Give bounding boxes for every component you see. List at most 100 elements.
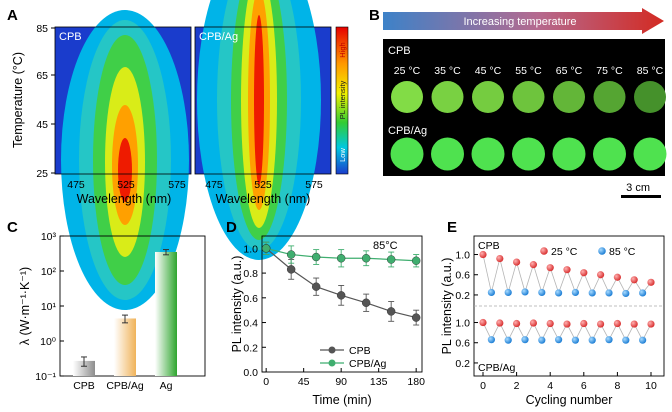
ytick-label: 0.2 [455, 290, 470, 302]
cpb-ag-spot [390, 137, 424, 171]
temp-label: 25 °C [394, 65, 421, 77]
ytick-label: 10⁰ [40, 336, 57, 348]
ytick-label: 0.6 [455, 270, 470, 282]
data-point [361, 298, 371, 307]
point-85c [521, 336, 529, 344]
point-85c [487, 336, 495, 344]
point-85c [639, 289, 647, 297]
panel-label-a: A [7, 7, 18, 24]
point-25c [647, 278, 655, 286]
panel-c-ylabel: λ (W·m⁻¹·K⁻¹) [18, 267, 32, 345]
ytick-label: 1.0 [455, 318, 470, 330]
temp-label: 55 °C [515, 65, 542, 77]
cpb-spot [553, 81, 585, 113]
point-25c [563, 320, 571, 328]
legend-marker [328, 359, 336, 367]
cpb-ag-spot [512, 137, 545, 171]
xtick-label: 90 [335, 376, 347, 388]
data-point [311, 282, 321, 291]
arrow-text: Increasing temperature [463, 16, 576, 28]
row-label-cpb-ag: CPB/Ag [388, 125, 427, 137]
panel-a-xticks: 475 525 575 475 525 575 [67, 179, 323, 191]
xtick-label: CPB [73, 380, 95, 392]
heatmap-cpb-ag: CPB/Ag [195, 0, 331, 260]
xtick-label: 0 [480, 380, 486, 392]
xtick-label: 180 [407, 376, 425, 388]
point-85c [504, 336, 512, 344]
legend-marker [328, 346, 336, 354]
point-85c [538, 336, 546, 344]
point-25c [597, 271, 605, 279]
temperature-arrow [383, 8, 664, 34]
colorbar-mid: PL intensity [338, 81, 347, 120]
bar [114, 318, 136, 376]
colorbar-high: High [338, 42, 347, 57]
cpb-spots [391, 81, 666, 113]
panel-b: B Increasing temperature CPB CPB/Ag 25 °… [369, 7, 667, 198]
xtick-label: 0 [263, 376, 269, 388]
data-point [386, 255, 396, 264]
panel-a-ylabel: Temperature (°C) [11, 52, 25, 148]
point-85c [639, 336, 647, 344]
cpb-ag-spots [390, 137, 667, 171]
data-point [411, 313, 421, 322]
point-85c [504, 288, 512, 297]
point-25c [580, 269, 588, 277]
cpb-spot [431, 81, 464, 113]
panel-e-ticks: 0 2 4 6 8 10 0.2 0.6 1.0 0.2 0.6 1.0 [455, 250, 657, 392]
ytick-label: 0.8 [243, 268, 258, 280]
point-25c [546, 264, 554, 272]
heatmap-cpb-label: CPB [59, 31, 82, 43]
data-point [386, 307, 396, 316]
panel-a-yticks: 25 45 65 85 [36, 23, 55, 180]
legend-marker-85c [598, 247, 606, 255]
panel-e-top-label: CPB [478, 240, 500, 252]
panel-c-yticks: 10⁻¹ 10⁰ 10¹ 10² 10³ [35, 231, 64, 383]
scale-bar [621, 195, 661, 198]
point-85c [588, 336, 596, 344]
legend-85c: 85 °C [609, 246, 636, 258]
data-point [336, 291, 346, 300]
cpb-ag-spot [471, 137, 505, 171]
point-85c [555, 336, 563, 344]
xtick: 475 [205, 179, 223, 191]
xtick-label: CPB/Ag [106, 380, 144, 392]
ytick: 25 [36, 168, 48, 180]
point-25c [529, 319, 538, 327]
data-point [311, 252, 321, 262]
heatmap-cpb: CPB [55, 10, 191, 310]
ytick-label: 1.0 [455, 250, 470, 262]
data-point [336, 254, 346, 263]
cpb-ag-spot [633, 137, 667, 171]
point-85c [555, 289, 563, 297]
point-85c [622, 336, 630, 344]
cpb-ag-spot [593, 137, 626, 171]
panel-d: D 0.0 0.2 0.4 0.6 0.8 1.0 0 45 90 135 180 85°C CPB… [226, 219, 425, 407]
point-85c [571, 336, 580, 344]
panel-a-xlabel-2: Wavelength (nm) [216, 192, 311, 206]
panel-label-c: C [7, 219, 18, 236]
point-25c [630, 320, 638, 328]
cpb-spot [593, 81, 626, 113]
point-85c [622, 289, 630, 298]
panel-d-xlabel: Time (min) [312, 393, 371, 407]
panel-label-e: E [447, 219, 457, 236]
ytick-label: 0.6 [455, 338, 470, 350]
point-25c [613, 319, 622, 328]
point-25c [529, 261, 538, 269]
xtick-label: 2 [514, 380, 520, 392]
xtick-label: 10 [645, 380, 657, 392]
ytick-label: 0.2 [455, 358, 470, 370]
xtick-label: 4 [547, 380, 553, 392]
point-25c [647, 320, 655, 328]
panel-e-series [479, 250, 655, 344]
point-85c [571, 288, 580, 297]
point-85c [605, 336, 613, 344]
point-85c [538, 288, 546, 297]
ytick-label: 10² [41, 266, 57, 278]
panel-d-ticks: 0.0 0.2 0.4 0.6 0.8 1.0 0 45 90 135 180 [243, 243, 425, 388]
point-25c [496, 254, 504, 263]
xtick: 525 [254, 179, 272, 191]
xtick: 575 [305, 179, 323, 191]
